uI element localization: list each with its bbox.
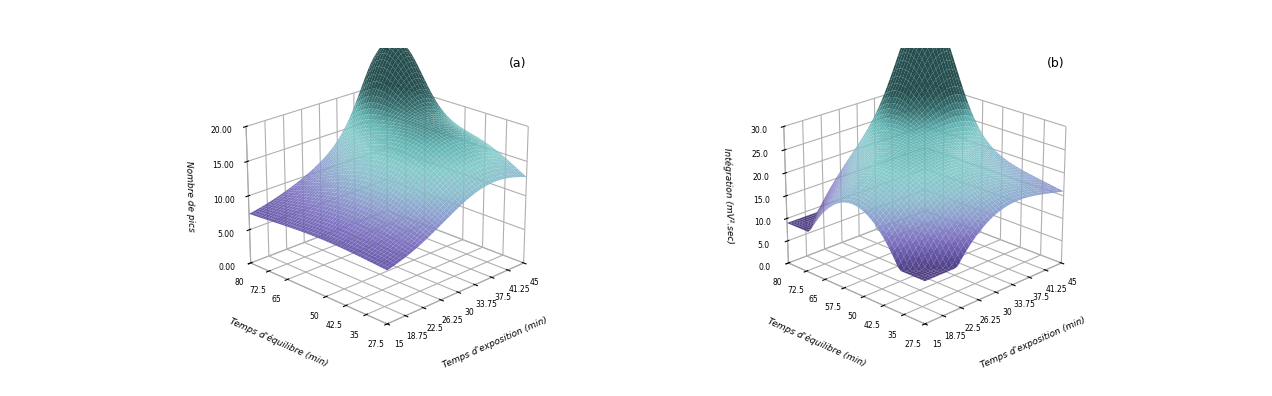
Y-axis label: Temps d'équilibre (min): Temps d'équilibre (min): [766, 317, 868, 369]
X-axis label: Temps d'exposition (min): Temps d'exposition (min): [979, 316, 1086, 370]
Y-axis label: Temps d'équilibre (min): Temps d'équilibre (min): [229, 317, 329, 369]
X-axis label: Temps d'exposition (min): Temps d'exposition (min): [441, 316, 550, 370]
Text: (a): (a): [509, 57, 527, 70]
Text: (b): (b): [1047, 57, 1065, 70]
